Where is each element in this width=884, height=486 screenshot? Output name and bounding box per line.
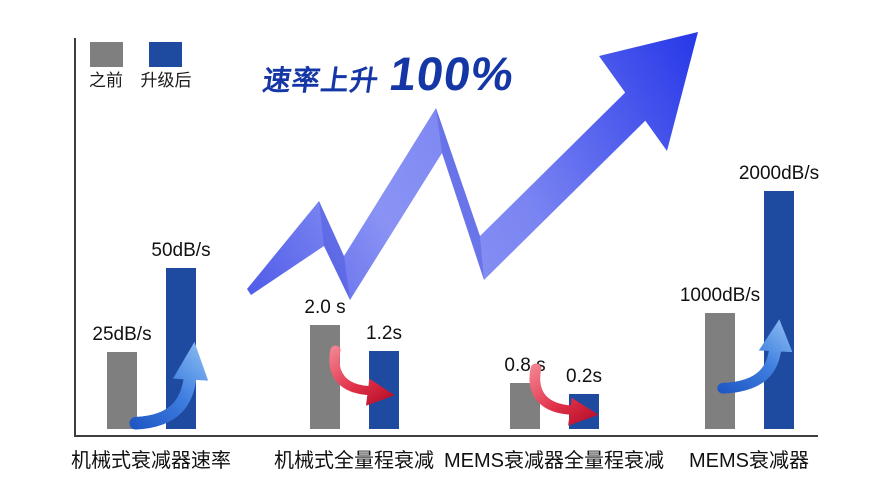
trend-down-arrow-icon — [527, 362, 603, 428]
y-axis — [74, 38, 76, 437]
value-label-before: 1000dB/s — [679, 285, 761, 306]
bar-before — [107, 352, 137, 429]
zigzag-arrowhead — [599, 32, 698, 151]
legend-swatch-after — [149, 42, 182, 67]
value-label-after: 1.2s — [366, 323, 402, 344]
zigzag-band — [247, 72, 646, 300]
value-label-before: 2.0 s — [304, 297, 346, 318]
value-label-after: 50dB/s — [151, 240, 211, 261]
zigzag-shade-2 — [436, 108, 484, 280]
legend-label-before: 之前 — [89, 71, 123, 90]
trend-up-arrow-icon — [126, 338, 214, 430]
x-axis — [74, 435, 818, 437]
growth-zigzag-arrow-icon — [247, 32, 698, 300]
category-label: MEMS衰减器全量程衰减 — [444, 450, 664, 472]
trend-up-arrow-icon — [714, 316, 798, 394]
bar-before — [705, 313, 735, 429]
value-label-before: 25dB/s — [92, 324, 152, 345]
legend-swatch-before — [90, 42, 123, 67]
legend-label-after: 升级后 — [140, 71, 192, 90]
zigzag-shade-1 — [319, 201, 350, 300]
category-label: 机械式衰减器速率 — [71, 450, 231, 472]
value-label-after: 2000dB/s — [738, 163, 820, 184]
trend-down-arrow-icon — [327, 344, 399, 408]
value-label-after: 0.2s — [566, 366, 602, 387]
category-label: 机械式全量程衰减 — [274, 450, 434, 472]
category-label: MEMS衰减器 — [689, 450, 809, 472]
bar-after — [764, 191, 794, 429]
